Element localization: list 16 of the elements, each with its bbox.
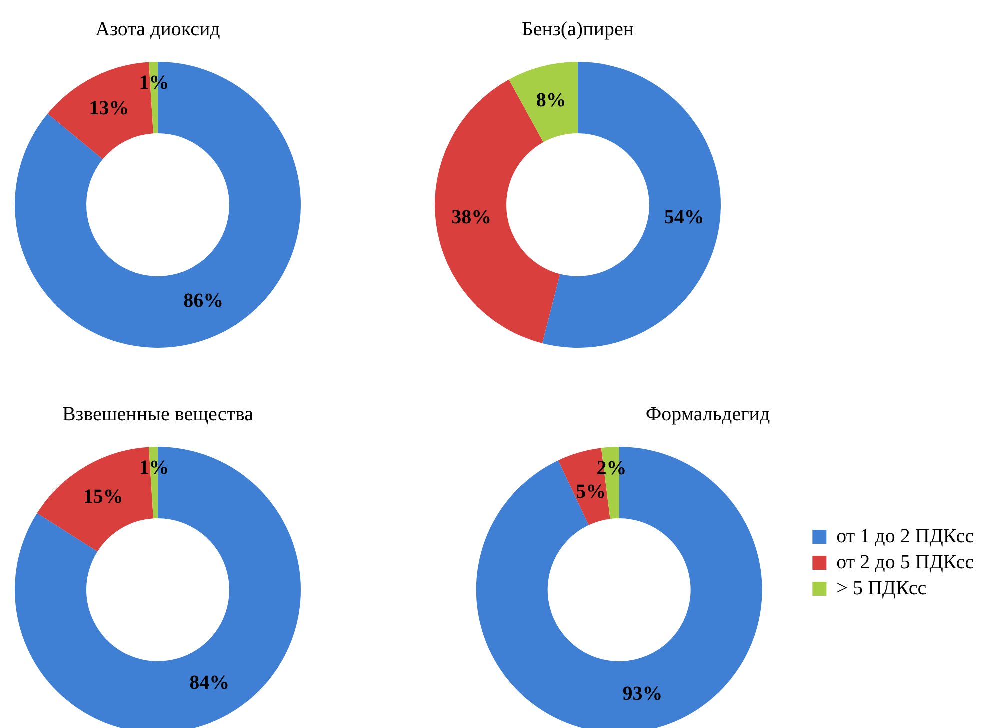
data-label: 84% <box>190 672 230 694</box>
data-label: 5% <box>576 480 606 503</box>
data-label: 86% <box>184 290 224 312</box>
legend-label: от 1 до 2 ПДКсс <box>836 525 974 548</box>
data-label: 13% <box>89 98 130 120</box>
chart-title: Бенз(а)пирен <box>522 18 634 40</box>
chart-title: Взвешенные вещества <box>62 403 254 426</box>
chart-title: Азота диоксид <box>96 18 220 40</box>
chart-title: Формальдегид <box>646 403 770 426</box>
data-label: 38% <box>452 206 492 229</box>
data-label: 15% <box>83 486 124 508</box>
data-label: 8% <box>536 89 566 112</box>
legend-label: от 2 до 5 ПДКсс <box>836 551 974 574</box>
legend-label: > 5 ПДКсс <box>836 577 927 600</box>
data-label: 54% <box>664 206 704 229</box>
data-label: 93% <box>622 682 663 705</box>
